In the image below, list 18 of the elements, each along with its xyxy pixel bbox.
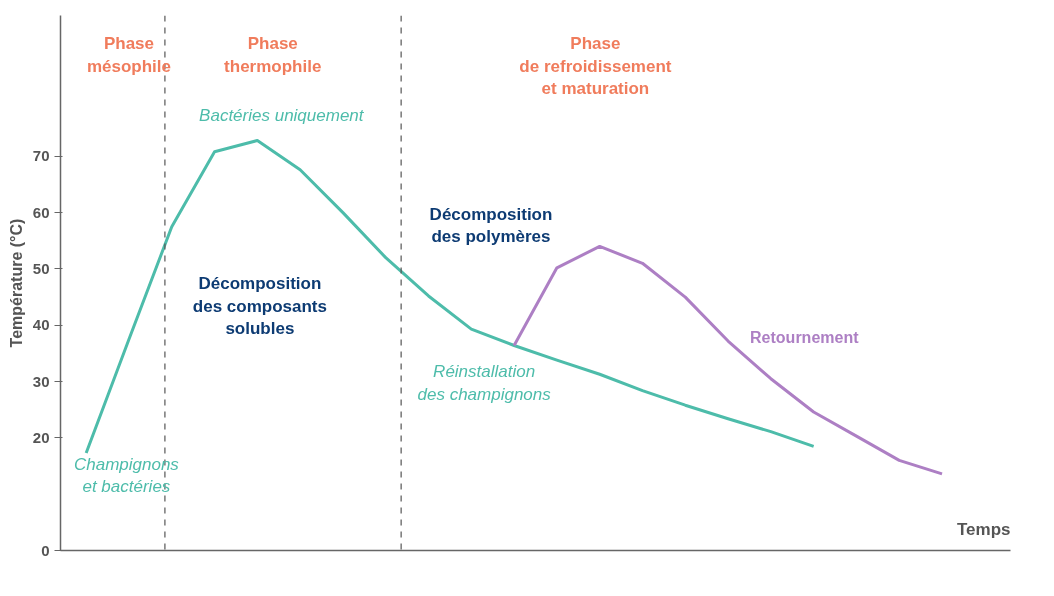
y-tick-label: 70 bbox=[32, 147, 50, 165]
annotation: Décomposition des polymères bbox=[429, 204, 553, 247]
y-tick-label: 60 bbox=[32, 203, 50, 221]
series-label: Retournement bbox=[750, 328, 860, 346]
annotation: Phase thermophile bbox=[224, 34, 322, 76]
x-axis-title: Temps bbox=[956, 519, 1011, 539]
y-tick-label: 50 bbox=[32, 259, 50, 277]
annotation: Phase mésophile bbox=[86, 34, 172, 76]
y-tick-label: 30 bbox=[32, 372, 50, 390]
annotation: Bactéries uniquement bbox=[199, 105, 365, 125]
y-axis-title: Température (°C) bbox=[7, 218, 25, 348]
y-tick-label: 20 bbox=[32, 428, 50, 446]
annotation: Réinstallation des champignons bbox=[417, 361, 552, 404]
annotation: Champignons et bactéries bbox=[73, 454, 180, 497]
annotation: Décomposition des composants solubles bbox=[192, 273, 327, 339]
y-tick-label: 40 bbox=[32, 316, 50, 334]
annotation: Phase de refroidissement et maturation bbox=[519, 33, 672, 99]
y-tick-label: 0 bbox=[41, 541, 50, 559]
